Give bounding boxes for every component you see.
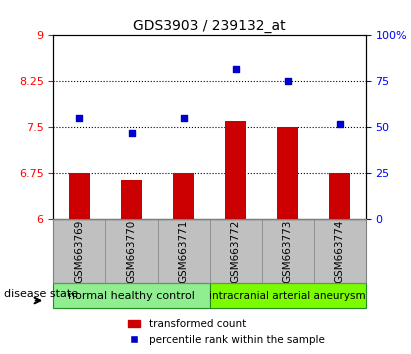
Text: GSM663772: GSM663772 xyxy=(231,219,240,283)
Point xyxy=(128,130,135,136)
Point xyxy=(180,115,187,121)
Point xyxy=(337,121,343,127)
Bar xyxy=(121,179,142,219)
Text: GSM663771: GSM663771 xyxy=(179,219,189,283)
Bar xyxy=(173,173,194,219)
Text: intracranial arterial aneurysm: intracranial arterial aneurysm xyxy=(209,291,366,301)
Bar xyxy=(277,127,298,219)
Bar xyxy=(69,173,90,219)
Text: GSM663773: GSM663773 xyxy=(283,219,293,283)
Point xyxy=(284,79,291,84)
Legend: transformed count, percentile rank within the sample: transformed count, percentile rank withi… xyxy=(124,315,328,349)
Text: disease state: disease state xyxy=(4,289,78,299)
Bar xyxy=(225,121,246,219)
Bar xyxy=(329,173,350,219)
Text: GSM663774: GSM663774 xyxy=(335,219,345,283)
Point xyxy=(76,115,83,121)
Point xyxy=(232,66,239,72)
Text: normal healthy control: normal healthy control xyxy=(68,291,195,301)
Title: GDS3903 / 239132_at: GDS3903 / 239132_at xyxy=(133,19,286,33)
Text: GSM663770: GSM663770 xyxy=(127,220,136,283)
Text: GSM663769: GSM663769 xyxy=(74,219,84,283)
